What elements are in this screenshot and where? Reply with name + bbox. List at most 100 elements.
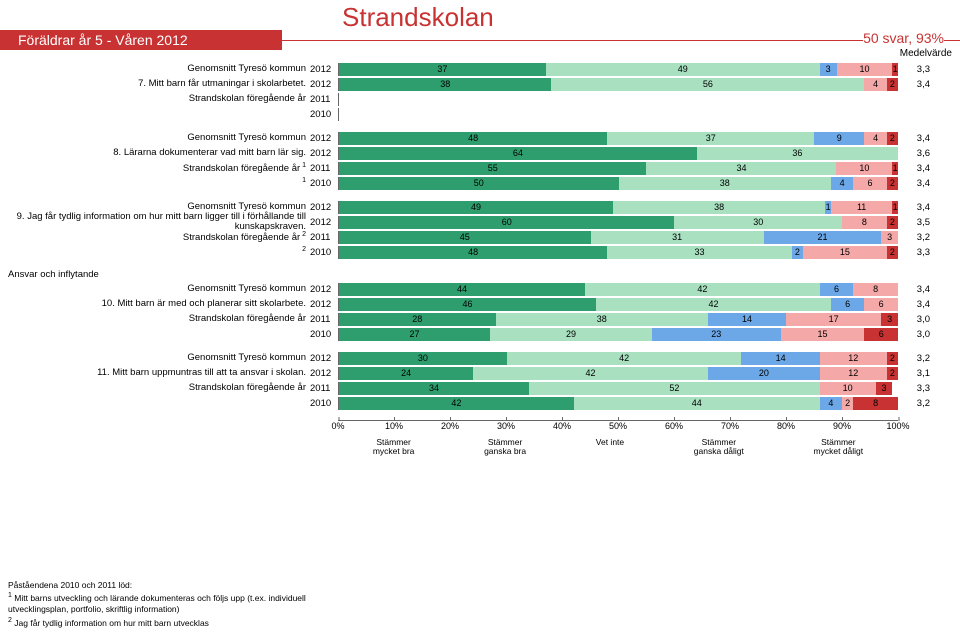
row-label: Genomsnitt Tyresö kommun — [0, 133, 310, 143]
row-year: 2012 — [310, 79, 338, 90]
chart-row: 2010 — [0, 107, 960, 121]
row-label: Genomsnitt Tyresö kommun — [0, 284, 310, 294]
axis-tick: 80% — [777, 417, 795, 427]
row-year: 2012 — [310, 217, 338, 228]
row-year: 2012 — [310, 133, 338, 144]
bar-segment: 30 — [339, 352, 507, 365]
row-label: 11. Mitt barn uppmuntras till att ta ans… — [0, 368, 310, 378]
mean-label: Medelvärde — [900, 48, 952, 59]
chart-group: Genomsnitt Tyresö kommun201248379423,48.… — [0, 131, 960, 190]
bar-segment: 23 — [652, 328, 781, 341]
axis-tick: 0% — [331, 417, 344, 427]
bar-segment: 2 — [887, 352, 898, 365]
stacked-bar: 49381111 — [338, 201, 898, 214]
bar-segment: 45 — [339, 231, 591, 244]
row-mean: 3,4 — [898, 202, 938, 213]
stacked-bar: 283814173 — [338, 313, 898, 326]
stacked-bar: 5534101 — [338, 162, 898, 175]
bar-segment: 6 — [864, 328, 898, 341]
row-label: 2 — [0, 246, 310, 258]
row-year: 2010 — [310, 329, 338, 340]
legend-item: Stämmermycket bra — [373, 438, 415, 457]
stacked-bar: 4837942 — [338, 132, 898, 145]
bar-segment: 12 — [820, 352, 887, 365]
stacked-bar: 385642 — [338, 78, 898, 91]
row-label: 8. Lärarna dokumenterar vad mitt barn lä… — [0, 148, 310, 158]
bar-segment: 42 — [339, 397, 574, 410]
row-label: Strandskolan föregående år — [0, 314, 310, 324]
row-year: 2011 — [310, 94, 338, 105]
row-year: 2012 — [310, 64, 338, 75]
x-axis: 0%10%20%30%40%50%60%70%80%90%100% — [338, 420, 898, 432]
stacked-bar: 603082 — [338, 216, 898, 229]
footnote-2-text: Jag får tydlig information om hur mitt b… — [14, 617, 209, 627]
chart-row: Genomsnitt Tyresö kommun2012374931013,3 — [0, 62, 960, 76]
axis-tick: 50% — [609, 417, 627, 427]
bar-segment: 15 — [803, 246, 887, 259]
stacked-bar: 6436 — [338, 147, 898, 160]
stacked-bar: 4531213 — [338, 231, 898, 244]
row-year: 2012 — [310, 299, 338, 310]
bar-segment: 12 — [820, 367, 887, 380]
legend-item: Vet inte — [596, 438, 624, 457]
row-label: Strandskolan föregående år 2 — [0, 231, 310, 243]
subtitle-bar: Föräldrar år 5 - Våren 2012 — [0, 30, 282, 50]
bar-segment: 14 — [741, 352, 819, 365]
stacked-bar: 444268 — [338, 283, 898, 296]
bar-segment: 4 — [864, 78, 886, 91]
chart-group: Genomsnitt Tyresö kommun20123042141223,2… — [0, 351, 960, 410]
stacked-bar — [338, 93, 898, 106]
page-title: Strandskolan — [342, 2, 494, 33]
bar-segment: 34 — [646, 162, 836, 175]
row-mean: 3,4 — [898, 284, 938, 295]
bar-segment: 6 — [853, 177, 887, 190]
bar-segment: 20 — [708, 367, 820, 380]
bar-segment: 15 — [781, 328, 865, 341]
row-label: 9. Jag får tydlig information om hur mit… — [0, 212, 310, 232]
chart-group: Genomsnitt Tyresö kommun2012374931013,37… — [0, 62, 960, 121]
stacked-bar: 464266 — [338, 298, 898, 311]
legend-item: Stämmerganska dåligt — [694, 438, 744, 457]
bar-segment: 50 — [339, 177, 619, 190]
stacked-bar: 244220122 — [338, 367, 898, 380]
bar-segment: 8 — [853, 283, 898, 296]
bar-segment: 6 — [864, 298, 898, 311]
stacked-bar: 272923156 — [338, 328, 898, 341]
bar-segment: 55 — [339, 162, 646, 175]
bar-segment: 2 — [842, 397, 853, 410]
response-count: 50 svar, 93% — [863, 30, 944, 46]
chart-row: Strandskolan föregående år2011 — [0, 92, 960, 106]
stacked-bar: 48332152 — [338, 246, 898, 259]
chart-row: 11. Mitt barn uppmuntras till att ta ans… — [0, 366, 960, 380]
bar-segment: 38 — [619, 177, 831, 190]
row-mean: 3,4 — [898, 133, 938, 144]
bar-segment: 10 — [836, 162, 892, 175]
bar-segment: 6 — [831, 298, 865, 311]
stacked-bar: 304214122 — [338, 352, 898, 365]
bar-segment: 6 — [820, 283, 854, 296]
bar-segment: 14 — [708, 313, 786, 326]
bar-segment: 4 — [820, 397, 842, 410]
stacked-bar: 3452103 — [338, 382, 898, 395]
stacked-bar — [338, 108, 898, 121]
row-year: 2012 — [310, 202, 338, 213]
chart-row: Genomsnitt Tyresö kommun201248379423,4 — [0, 131, 960, 145]
footnote-1-num: 1 — [8, 592, 12, 599]
bar-segment: 49 — [339, 201, 613, 214]
bar-segment: 2 — [887, 177, 898, 190]
bar-segment: 8 — [842, 216, 887, 229]
chart-row: Genomsnitt Tyresö kommun20123042141223,2 — [0, 351, 960, 365]
row-mean: 3,4 — [898, 79, 938, 90]
bar-segment: 21 — [764, 231, 881, 244]
chart-row: Strandskolan föregående år20112838141733… — [0, 312, 960, 326]
row-mean: 3,4 — [898, 163, 938, 174]
footnote-1: 1 Mitt barns utveckling och lärande doku… — [8, 592, 328, 614]
stacked-bar: 37493101 — [338, 63, 898, 76]
bar-segment: 52 — [529, 382, 820, 395]
row-year: 2011 — [310, 163, 338, 174]
row-mean: 3,1 — [898, 368, 938, 379]
axis-tick: 40% — [553, 417, 571, 427]
row-label: Strandskolan föregående år — [0, 94, 310, 104]
bar-segment: 36 — [697, 147, 898, 160]
bar-segment: 2 — [887, 78, 898, 91]
